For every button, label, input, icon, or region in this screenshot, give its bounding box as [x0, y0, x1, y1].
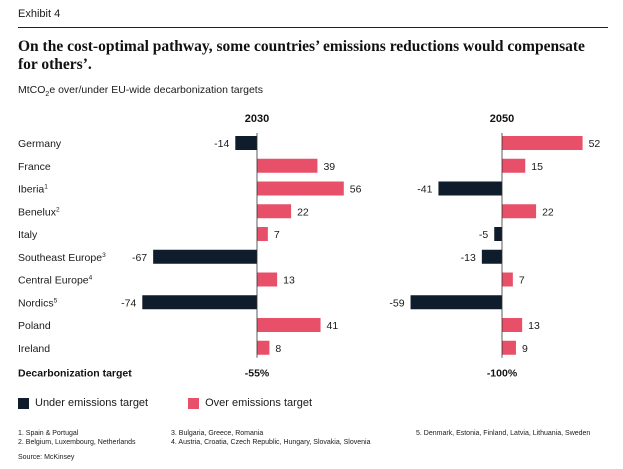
category-label-8: Poland [18, 320, 51, 332]
data-label-2050-3: 22 [542, 206, 554, 218]
data-label-2030-0: -14 [214, 138, 229, 150]
footnote-3: 3. Bulgaria, Greece, Romania [171, 430, 264, 437]
data-label-2030-8: 41 [327, 320, 339, 332]
bar-2030-1 [257, 158, 318, 173]
data-label-2050-7: -59 [389, 297, 404, 309]
bar-2030-5 [153, 249, 257, 264]
bar-2050-3 [502, 204, 537, 219]
bar-2030-8 [257, 318, 321, 332]
category-label-6: Central Europe4 [18, 275, 93, 287]
legend-item-over: Over emissions target [188, 397, 312, 409]
footnote-2: 2. Belgium, Luxembourg, Netherlands [18, 438, 136, 446]
legend: Under emissions target Over emissions ta… [18, 397, 352, 409]
target-value-2050: -100% [487, 368, 518, 380]
category-label-3: Benelux2 [18, 206, 60, 218]
data-label-2050-9: 9 [522, 343, 528, 355]
data-label-2050-4: -5 [479, 229, 488, 241]
bar-2050-8 [502, 318, 523, 332]
legend-label-over: Over emissions target [205, 397, 313, 409]
data-label-2050-2: -41 [417, 184, 432, 196]
data-label-2050-5: -13 [461, 252, 476, 264]
data-label-2050-6: 7 [519, 275, 525, 287]
category-label-4: Italy [18, 229, 38, 241]
data-label-2050-0: 52 [589, 138, 601, 150]
bar-2030-4 [257, 227, 268, 241]
target-row-label: Decarbonization target [18, 368, 132, 380]
data-label-2030-1: 39 [323, 161, 335, 173]
legend-swatch-over [188, 397, 200, 409]
bar-2030-0 [235, 136, 257, 150]
data-label-2050-8: 13 [528, 320, 540, 332]
source-note: Source: McKinsey [18, 454, 75, 461]
exhibit-label: Exhibit 4 [18, 8, 61, 20]
bar-2050-6 [502, 272, 513, 287]
bar-2050-4 [494, 227, 502, 241]
category-label-7: Nordics5 [18, 297, 58, 309]
legend-item-under: Under emissions target [18, 397, 148, 409]
category-label-9: Ireland [18, 343, 50, 355]
bar-2050-9 [502, 340, 516, 355]
data-label-2030-6: 13 [283, 275, 295, 287]
footnote-4: 4. Austria, Croatia, Czech Republic, Hun… [171, 438, 371, 446]
bar-2050-7 [410, 295, 502, 310]
legend-swatch-under [18, 397, 29, 409]
data-label-2030-9: 8 [275, 343, 281, 355]
bar-2030-7 [142, 295, 257, 310]
bar-2050-1 [502, 158, 526, 173]
chart-subtitle: MtCO2e over/under EU-wide decarbonizatio… [18, 84, 263, 99]
category-label-2: Iberia1 [18, 184, 48, 196]
panel-year-2050: 2050 [490, 113, 514, 125]
bar-2050-2 [438, 181, 502, 196]
data-label-2030-2: 56 [350, 184, 362, 196]
bar-2030-6 [257, 272, 278, 287]
bar-2030-9 [257, 340, 270, 355]
category-label-1: France [18, 161, 51, 173]
target-value-2030: -55% [245, 368, 270, 380]
category-label-0: Germany [18, 138, 62, 150]
top-rule [18, 27, 608, 28]
data-label-2030-3: 22 [297, 206, 309, 218]
bar-2030-2 [257, 181, 344, 196]
data-label-2030-7: -74 [121, 297, 136, 309]
bar-2050-0 [502, 136, 583, 150]
bar-2030-3 [257, 204, 292, 219]
category-label-5: Southeast Europe3 [18, 252, 106, 264]
legend-label-under: Under emissions target [35, 397, 149, 409]
bar-chart: Germany France Iberia1 Benelux2 Italy Southea… [18, 113, 601, 380]
footnote-5: 5. Denmark, Estonia, Finland, Latvia, Li… [416, 430, 591, 437]
chart-title: On the cost-optimal pathway, some countr… [18, 38, 585, 73]
bar-2050-5 [481, 249, 502, 264]
data-label-2050-1: 15 [531, 161, 543, 173]
data-label-2030-5: -67 [132, 252, 147, 264]
panel-year-2030: 2030 [245, 113, 269, 125]
data-label-2030-4: 7 [274, 229, 280, 241]
footnote-1: 1. Spain & Portugal [18, 430, 79, 437]
